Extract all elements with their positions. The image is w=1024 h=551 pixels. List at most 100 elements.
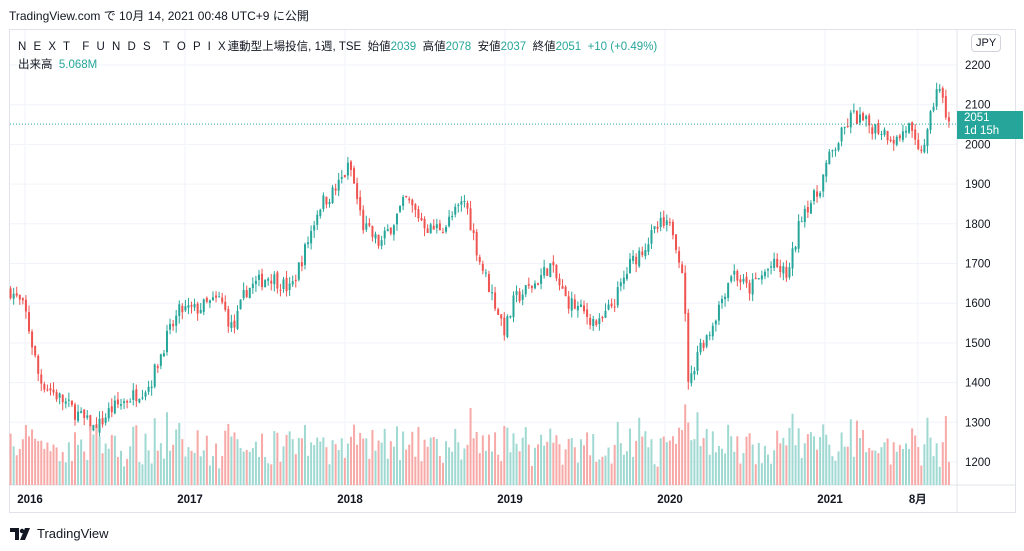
volume-bar — [537, 444, 540, 485]
candle-body — [181, 305, 184, 313]
volume-bar — [77, 444, 80, 485]
candle-body — [791, 248, 794, 269]
volume-bar — [399, 459, 402, 485]
candle-body — [230, 322, 233, 329]
candle-body — [908, 123, 911, 133]
candle-body — [435, 224, 438, 229]
volume-bar — [586, 432, 589, 485]
currency-button[interactable]: JPY — [971, 34, 1002, 52]
candle-body — [420, 217, 423, 221]
candle-body — [500, 314, 503, 319]
candle-body — [546, 268, 549, 276]
volume-bar — [914, 435, 917, 485]
candle-body — [788, 267, 791, 278]
volume-bar — [368, 458, 371, 485]
volume-bar — [199, 456, 202, 485]
candle-body — [770, 266, 773, 268]
tradingview-logo[interactable]: TradingView — [10, 526, 109, 541]
candle-body — [445, 226, 448, 232]
volume-bar — [119, 450, 122, 485]
volume-bar — [95, 427, 98, 485]
volume-bar — [279, 461, 282, 485]
candle-body — [512, 295, 515, 318]
candle-body — [202, 299, 205, 312]
candle-body — [46, 389, 49, 391]
candle-body — [61, 394, 64, 403]
candle-body — [34, 345, 37, 356]
volume-bar — [356, 444, 359, 485]
candle-body — [537, 283, 540, 286]
volume-bar — [724, 453, 727, 485]
volume-bar — [598, 459, 601, 485]
volume-bar — [702, 438, 705, 485]
volume-bar — [89, 426, 92, 485]
volume-bar — [245, 449, 248, 485]
chart-frame[interactable] — [9, 29, 1016, 513]
candle-body — [132, 390, 135, 400]
candle-body — [494, 292, 497, 309]
candle-body — [521, 294, 524, 300]
volume-bar — [530, 465, 533, 485]
candle-body — [742, 278, 745, 282]
candle-body — [129, 401, 132, 403]
candle-body — [883, 129, 886, 135]
last-price: 2051 — [964, 112, 990, 124]
candle-body — [199, 309, 202, 313]
volume-bar — [187, 447, 190, 485]
candle-body — [598, 318, 601, 325]
candle-body — [527, 284, 530, 286]
volume-bar — [941, 442, 944, 485]
candle-body — [647, 244, 650, 252]
volume-bar — [175, 429, 178, 485]
volume-bar — [80, 439, 83, 485]
volume-bar — [40, 440, 43, 485]
candle-body — [113, 400, 116, 414]
volume-bar — [165, 412, 168, 485]
candle-body — [675, 234, 678, 250]
candle-body — [552, 261, 555, 266]
volume-bar — [18, 448, 21, 485]
volume-bar — [408, 444, 411, 485]
candle-body — [708, 334, 711, 336]
volume-bar — [604, 455, 607, 485]
volume-bar — [589, 455, 592, 485]
candle-body — [193, 304, 196, 308]
published-info: TradingView.com で 10月 14, 2021 00:48 UTC… — [9, 9, 309, 23]
candle-body — [239, 299, 242, 310]
volume-bar — [641, 436, 644, 485]
volume-bar — [583, 445, 586, 485]
candle-body — [638, 250, 641, 267]
candle-body — [687, 312, 690, 382]
volume-bar — [291, 439, 294, 485]
candle-body — [760, 275, 763, 280]
volume-bar — [834, 460, 837, 485]
candle-body — [349, 161, 352, 170]
volume-bar — [451, 451, 454, 485]
volume-bar — [208, 465, 211, 485]
volume-bar — [494, 432, 497, 485]
volume-bar — [236, 439, 239, 485]
candle-body — [119, 404, 122, 406]
volume-bar — [840, 432, 843, 485]
candle-body — [920, 149, 923, 152]
candle-body — [491, 292, 494, 294]
candle-body — [426, 228, 429, 233]
volume-bar — [257, 457, 260, 485]
volume-bar — [435, 438, 438, 485]
x-tick-label: 2018 — [337, 494, 363, 506]
candle-body — [895, 136, 898, 145]
volume-bar — [31, 429, 34, 485]
candle-body — [236, 310, 239, 329]
volume-bar — [104, 443, 107, 485]
candle-body — [911, 122, 914, 131]
volume-bar — [644, 431, 647, 485]
candle-body — [399, 205, 402, 212]
volume-bar — [748, 433, 751, 485]
candle-body — [98, 418, 101, 433]
candle-body — [506, 316, 509, 337]
candle-body — [245, 290, 248, 298]
candle-body — [27, 312, 30, 332]
candle-body — [782, 266, 785, 274]
candle-body — [423, 218, 426, 229]
